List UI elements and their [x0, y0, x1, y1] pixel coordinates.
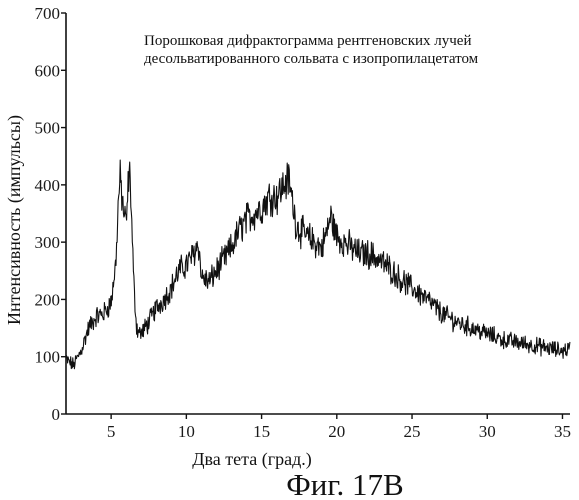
y-tick-label: 400 — [35, 176, 61, 195]
annotation-line-1: Порошковая дифрактограмма рентгеновских … — [144, 33, 472, 49]
x-axis-title: Два тета (град.) — [192, 449, 311, 470]
y-tick-label: 100 — [35, 348, 61, 367]
x-tick-label: 15 — [253, 422, 270, 441]
annotation-line-2: десольватированного сольвата с изопропил… — [144, 51, 479, 67]
y-tick-label: 600 — [35, 61, 61, 80]
figure-caption: Фиг. 17B — [286, 467, 403, 500]
x-tick-label: 5 — [107, 422, 116, 441]
x-ticks: 5 10 15 20 25 30 35 — [107, 414, 571, 441]
x-tick-label: 10 — [178, 422, 195, 441]
x-tick-label: 35 — [554, 422, 571, 441]
y-tick-label: 200 — [35, 290, 61, 309]
diffractogram-trace — [65, 159, 571, 370]
y-axis-title: Интенсивность (импульсы) — [4, 115, 25, 325]
y-tick-label: 300 — [35, 233, 61, 252]
chart-axes — [65, 13, 570, 415]
x-tick-label: 30 — [479, 422, 496, 441]
x-tick-label: 20 — [328, 422, 345, 441]
y-ticks: 0 100 200 300 400 500 600 700 — [35, 4, 66, 424]
x-tick-label: 25 — [404, 422, 421, 441]
y-tick-label: 700 — [35, 4, 61, 23]
y-tick-label: 0 — [52, 405, 61, 424]
y-tick-label: 500 — [35, 119, 61, 138]
